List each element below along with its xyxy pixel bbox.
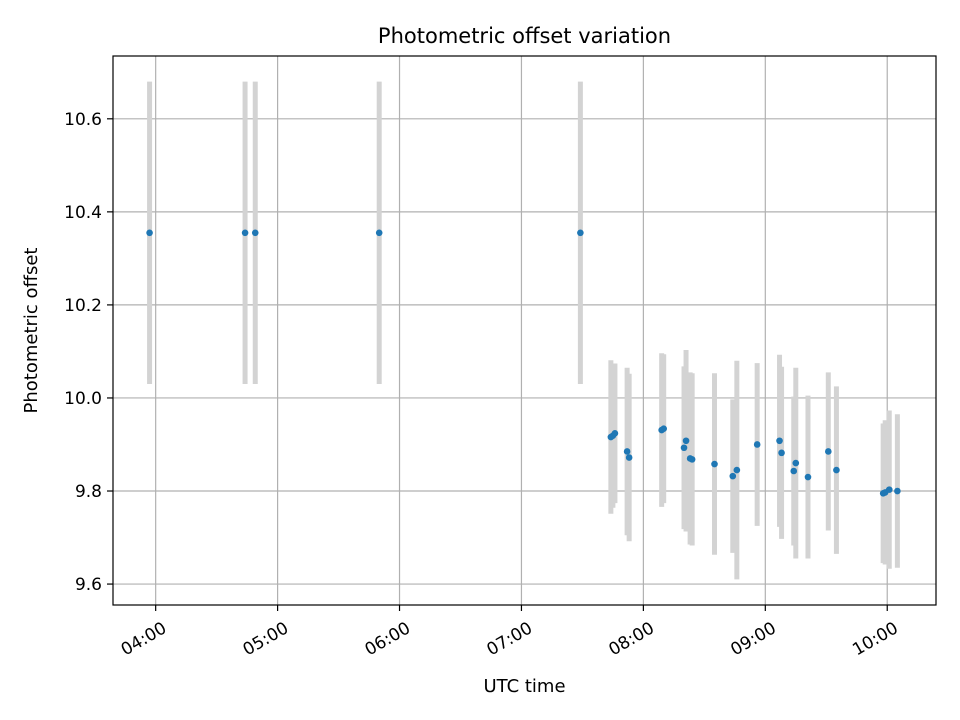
data-point xyxy=(733,466,741,474)
data-point xyxy=(778,449,785,457)
data-point xyxy=(660,425,667,432)
x-axis-title: UTC time xyxy=(483,676,565,697)
x-tick-label: 05:00 xyxy=(240,618,292,660)
plot-area-frame xyxy=(112,55,937,606)
data-point xyxy=(682,437,690,445)
data-point xyxy=(146,229,153,237)
data-point xyxy=(804,473,812,481)
y-axis-title: Photometric offset xyxy=(21,248,42,414)
data-points xyxy=(146,229,901,497)
error-bars xyxy=(147,81,900,580)
data-point xyxy=(776,437,783,445)
y-tick-label: 9.8 xyxy=(75,482,102,502)
data-point xyxy=(833,466,840,474)
y-tick-label: 10.4 xyxy=(64,203,102,223)
data-point xyxy=(753,441,761,448)
y-axis-ticks: 9.6 9.8 10.0 10.2 10.4 10.6 xyxy=(64,110,113,595)
data-point xyxy=(241,229,249,237)
data-point xyxy=(729,472,737,480)
y-tick-label: 10.2 xyxy=(64,296,102,316)
data-point xyxy=(885,486,893,493)
data-point xyxy=(611,430,619,437)
data-point xyxy=(680,444,688,452)
chart-title: Photometric offset variation xyxy=(378,24,671,48)
x-tick-label: 10:00 xyxy=(849,618,901,660)
grid xyxy=(113,56,936,605)
data-point xyxy=(688,456,696,463)
y-tick-label: 9.6 xyxy=(75,575,102,595)
x-tick-label: 08:00 xyxy=(605,618,657,660)
data-point xyxy=(824,448,832,455)
x-tick-label: 07:00 xyxy=(484,618,536,660)
data-point xyxy=(711,460,718,468)
x-tick-label: 04:00 xyxy=(118,618,170,660)
y-tick-label: 10.6 xyxy=(64,110,102,130)
y-tick-label: 10.0 xyxy=(64,389,102,409)
data-point xyxy=(577,229,584,237)
x-tick-label: 06:00 xyxy=(362,618,414,660)
data-point xyxy=(790,467,798,475)
data-point xyxy=(894,487,901,495)
data-point xyxy=(375,229,383,237)
data-point xyxy=(623,448,631,455)
x-tick-label: 09:00 xyxy=(727,618,779,660)
data-point xyxy=(251,229,259,237)
data-point xyxy=(625,454,633,461)
x-axis-ticks: 04:00 05:00 06:00 07:00 08:00 09:00 10:00 xyxy=(118,605,902,660)
data-point xyxy=(792,459,800,467)
